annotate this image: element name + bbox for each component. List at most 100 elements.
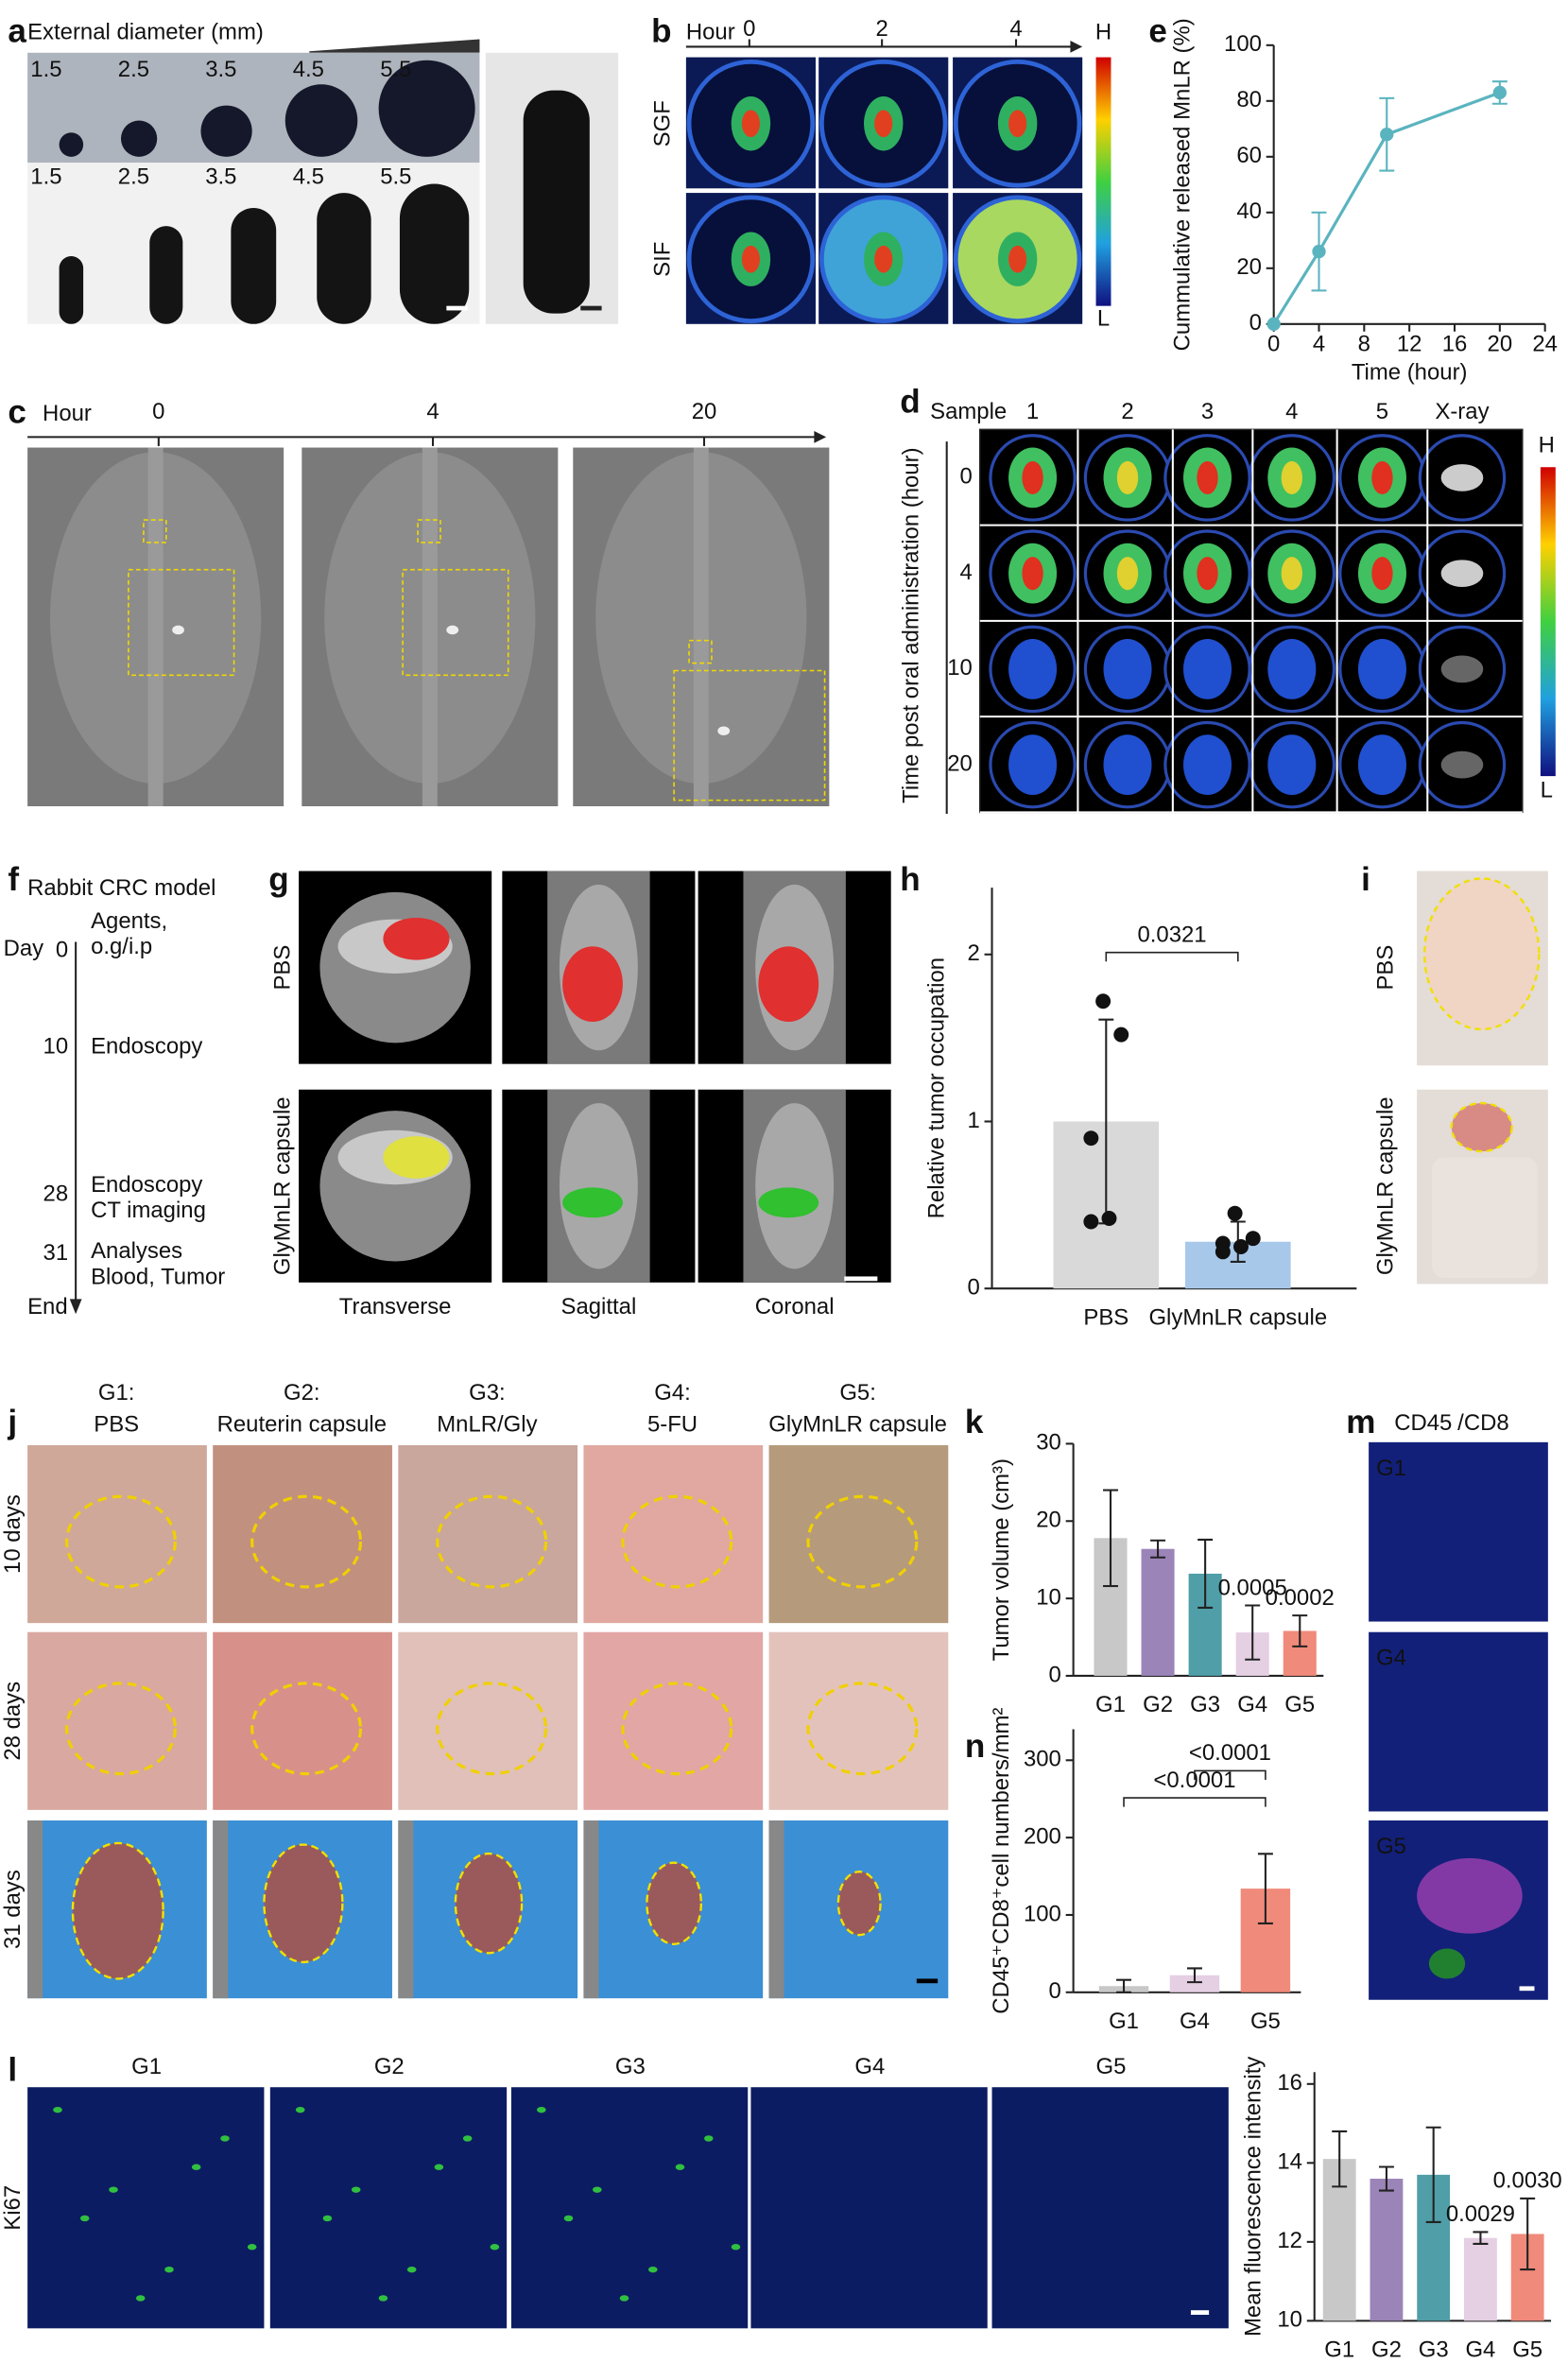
photo-detail	[646, 1861, 703, 1945]
panel-label: b	[651, 12, 671, 49]
hour-label: 20	[692, 399, 717, 424]
photo-detail	[1022, 460, 1043, 494]
size-label: 5.5	[380, 164, 411, 189]
bar	[1370, 2179, 1404, 2321]
row-label: 10	[947, 655, 973, 681]
panel-label: f	[8, 861, 19, 898]
bar	[1464, 2237, 1497, 2321]
photo-detail	[648, 2266, 658, 2273]
y-tick-label: 10	[1036, 1584, 1061, 1610]
point	[1266, 317, 1281, 331]
photo-detail	[741, 110, 760, 138]
y-tick-label: 100	[1024, 1901, 1061, 1926]
panel-label: e	[1148, 12, 1167, 49]
group-name: GlyMnLR capsule	[768, 1412, 947, 1438]
group-id: G3:	[469, 1380, 506, 1406]
photo	[213, 1445, 392, 1624]
group-label: G1	[131, 2054, 162, 2079]
comparison-label: <0.0001	[1189, 1740, 1271, 1766]
bar	[1169, 1975, 1220, 1992]
event-day: 31	[43, 1240, 69, 1266]
photo	[27, 2087, 265, 2329]
photo-detail	[406, 2266, 417, 2273]
photo-detail	[79, 2215, 90, 2222]
photo-detail	[1116, 557, 1139, 591]
x-tick-label: G5	[1512, 2337, 1542, 2363]
arrow-head	[814, 430, 827, 443]
row-label: G1	[1376, 1456, 1406, 1481]
photo	[693, 447, 709, 806]
photo	[398, 1631, 578, 1810]
photo-detail	[383, 917, 450, 960]
x-tick-label: G5	[1284, 1692, 1315, 1717]
photo-detail	[135, 2295, 146, 2302]
y-tick-label: 300	[1024, 1747, 1061, 1772]
event-day: 28	[43, 1182, 69, 1207]
event-text: Endoscopy	[91, 1172, 202, 1198]
y-axis-title: Relative tumor occupation	[923, 957, 949, 1218]
y-tick-label: 1	[967, 1108, 979, 1133]
panel-title: External diameter (mm)	[27, 19, 264, 44]
photo	[673, 669, 826, 802]
row-label: G4	[1376, 1646, 1406, 1671]
row-label: GlyMnLR capsule	[1373, 1096, 1399, 1275]
photo-detail	[562, 946, 623, 1022]
size-label: 1.5	[30, 164, 61, 189]
photo-detail	[1267, 734, 1317, 796]
group-label: G4	[854, 2054, 885, 2079]
panel-label: l	[8, 2052, 17, 2089]
event-text: Agents,	[91, 908, 167, 934]
photo	[523, 90, 590, 314]
hour-label: 4	[1009, 16, 1022, 42]
scale-low: L	[1541, 777, 1553, 802]
data-point	[1083, 1130, 1099, 1147]
photo-detail	[191, 2164, 201, 2170]
photo-detail	[284, 84, 358, 157]
photo-detail	[247, 2244, 257, 2251]
photo	[213, 1631, 392, 1810]
photo-detail	[462, 2135, 473, 2142]
photo-detail	[1022, 557, 1043, 591]
y-tick-label: 30	[1036, 1430, 1061, 1456]
photo-detail	[1422, 877, 1541, 1031]
photo-detail	[1440, 655, 1484, 683]
arrow-head	[1070, 41, 1083, 53]
x-tick-label: 20	[1488, 331, 1513, 356]
photo-detail	[537, 2106, 546, 2113]
photo	[59, 256, 84, 324]
axis-title: Hour	[43, 401, 92, 426]
column-label: Coronal	[755, 1294, 835, 1319]
size-label: 4.5	[293, 57, 324, 82]
photo	[398, 1445, 578, 1624]
photo-detail	[64, 1682, 177, 1776]
group-name: MnLR/Gly	[437, 1412, 537, 1438]
photo	[1519, 1986, 1535, 1992]
row-label: 10 days	[0, 1494, 26, 1574]
photo-detail	[490, 2244, 500, 2251]
size-label: 2.5	[118, 57, 149, 82]
panel-label: h	[900, 861, 920, 898]
photo	[149, 226, 183, 324]
photo	[1095, 57, 1111, 306]
photo-detail	[434, 2164, 444, 2170]
event-text: Blood, Tumor	[91, 1264, 225, 1289]
photo	[1540, 467, 1556, 777]
y-tick-label: 0	[967, 1275, 979, 1301]
data-point	[1215, 1244, 1231, 1260]
panel-label: a	[8, 12, 26, 49]
panel-label: i	[1361, 861, 1370, 898]
size-label: 3.5	[205, 57, 236, 82]
photo-detail	[1281, 557, 1302, 591]
column-label: 5	[1376, 399, 1388, 424]
photo	[398, 1820, 414, 1999]
column-title: Sample	[930, 399, 1007, 424]
x-tick-label: G3	[1419, 2337, 1449, 2363]
y-axis-title: Tumor volume (cm³)	[989, 1458, 1014, 1661]
photo-detail	[874, 110, 893, 138]
photo	[844, 1276, 878, 1282]
photo	[417, 519, 441, 543]
event-text: Analyses	[91, 1238, 182, 1264]
photo-detail	[263, 1843, 344, 1964]
photo-detail	[172, 625, 184, 635]
